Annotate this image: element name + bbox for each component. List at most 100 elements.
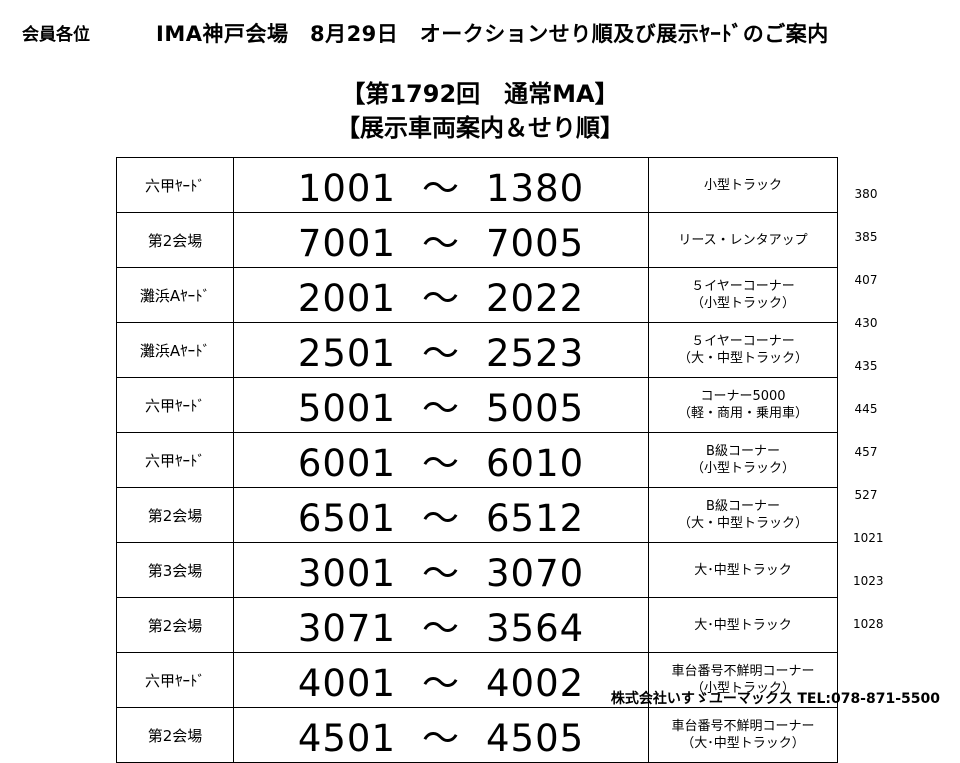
page-title: IMA神戸会場 8月29日 オークションせり順及び展示ﾔｰﾄﾞのご案内: [156, 22, 829, 46]
lot-start: 1001: [297, 167, 396, 210]
schedule-row: 六甲ﾔｰﾄﾞ 4001 ～ 4002 車台番号不鮮明コーナー （小型トラック）: [116, 652, 838, 708]
lot-start: 3001: [297, 552, 396, 595]
cumulative-count: 1023: [853, 574, 884, 588]
category-cell: 大･中型トラック: [648, 542, 838, 598]
lot-start: 4501: [297, 717, 396, 760]
category-line: 大･中型トラック: [694, 617, 792, 633]
category-line: （小型トラック）: [690, 461, 795, 476]
cumulative-count: 380: [854, 187, 878, 201]
category-line: B級コーナー: [706, 444, 780, 459]
category-line: 車台番号不鮮明コーナー: [671, 664, 815, 679]
venue-cell: 第2会場: [116, 212, 234, 268]
schedule-row: 灘浜Aﾔｰﾄﾞ 2501 ～ 2523 ５イヤーコーナー （大・中型トラック）: [116, 322, 838, 378]
schedule-row: 第2会場 4501 ～ 4505 車台番号不鮮明コーナー （大･中型トラック）: [116, 707, 838, 763]
lot-end: 6512: [486, 497, 585, 540]
category-cell: 大･中型トラック: [648, 597, 838, 653]
range-separator: ～: [422, 717, 460, 760]
lot-end: 4505: [486, 717, 585, 760]
category-line: 小型トラック: [703, 177, 782, 193]
auction-schedule-table: 六甲ﾔｰﾄﾞ 1001 ～ 1380 小型トラック 第2会場 7001 ～ 7005 リース・レン…: [116, 157, 838, 763]
addressee-label: 会員各位: [22, 25, 90, 45]
schedule-row: 六甲ﾔｰﾄﾞ 6001 ～ 6010 B級コーナー （小型トラック）: [116, 432, 838, 488]
category-cell: B級コーナー （大・中型トラック）: [648, 487, 838, 543]
lot-range-cell: 2001 ～ 2022: [233, 267, 649, 323]
schedule-row: 第2会場 3071 ～ 3564 大･中型トラック: [116, 597, 838, 653]
range-separator: ～: [422, 607, 460, 650]
category-line: （大･中型トラック）: [681, 736, 805, 751]
venue-cell: 灘浜Aﾔｰﾄﾞ: [116, 322, 234, 378]
range-separator: ～: [422, 442, 460, 485]
venue-cell: 第2会場: [116, 707, 234, 763]
venue-cell: 六甲ﾔｰﾄﾞ: [116, 157, 234, 213]
category-line: （小型トラック）: [690, 681, 795, 696]
range-separator: ～: [422, 332, 460, 375]
category-line: ５イヤーコーナー: [691, 279, 795, 294]
lot-range-cell: 4001 ～ 4002: [233, 652, 649, 708]
session-title: 【第1792回 通常MA】: [341, 80, 619, 108]
category-cell: 車台番号不鮮明コーナー （大･中型トラック）: [648, 707, 838, 763]
range-separator: ～: [422, 387, 460, 430]
cumulative-count: 1028: [853, 617, 884, 631]
cumulative-count: 407: [854, 273, 878, 287]
cumulative-count: 430: [854, 316, 878, 330]
schedule-row: 第3会場 3001 ～ 3070 大･中型トラック: [116, 542, 838, 598]
category-cell: ５イヤーコーナー （小型トラック）: [648, 267, 838, 323]
category-line: （軽・商用・乗用車）: [677, 406, 808, 421]
venue-cell: 第2会場: [116, 487, 234, 543]
lot-start: 2001: [297, 277, 396, 320]
cumulative-count: 385: [854, 230, 878, 244]
lot-range-cell: 4501 ～ 4505: [233, 707, 649, 763]
cumulative-count: 457: [854, 445, 878, 459]
range-separator: ～: [422, 277, 460, 320]
company-phone: TEL:078-871-5500: [797, 691, 940, 707]
lot-end: 2022: [486, 277, 585, 320]
category-line: 大･中型トラック: [694, 562, 792, 578]
lot-end: 4002: [486, 662, 585, 705]
lot-end: 6010: [486, 442, 585, 485]
lot-start: 5001: [297, 387, 396, 430]
venue-cell: 第2会場: [116, 597, 234, 653]
lot-range-cell: 3071 ～ 3564: [233, 597, 649, 653]
lot-range-cell: 1001 ～ 1380: [233, 157, 649, 213]
company-footer: 株式会社いすゞユーマックス TEL:078-871-5500: [611, 688, 940, 708]
lot-end: 7005: [486, 222, 585, 265]
lot-end: 5005: [486, 387, 585, 430]
lot-end: 2523: [486, 332, 585, 375]
lot-start: 4001: [297, 662, 396, 705]
section-title: 【展示車両案内＆せり順】: [336, 114, 624, 142]
category-line: ５イヤーコーナー: [691, 334, 795, 349]
category-cell: B級コーナー （小型トラック）: [648, 432, 838, 488]
category-line: リース・レンタアップ: [678, 232, 808, 248]
lot-range-cell: 3001 ～ 3070: [233, 542, 649, 598]
company-name: 株式会社いすゞユーマックス: [610, 691, 793, 707]
venue-cell: 灘浜Aﾔｰﾄﾞ: [116, 267, 234, 323]
lot-range-cell: 7001 ～ 7005: [233, 212, 649, 268]
schedule-row: 第2会場 7001 ～ 7005 リース・レンタアップ: [116, 212, 838, 268]
category-line: 車台番号不鮮明コーナー: [671, 719, 815, 734]
range-separator: ～: [422, 497, 460, 540]
category-cell: コーナー5000 （軽・商用・乗用車）: [648, 377, 838, 433]
category-line: コーナー5000: [700, 389, 786, 404]
schedule-row: 灘浜Aﾔｰﾄﾞ 2001 ～ 2022 ５イヤーコーナー （小型トラック）: [116, 267, 838, 323]
lot-end: 3564: [486, 607, 585, 650]
lot-end: 1380: [486, 167, 585, 210]
venue-cell: 六甲ﾔｰﾄﾞ: [116, 377, 234, 433]
category-line: B級コーナー: [706, 499, 780, 514]
category-line: （大・中型トラック）: [677, 351, 808, 366]
lot-start: 7001: [297, 222, 396, 265]
cumulative-count: 435: [854, 359, 878, 373]
lot-range-cell: 6501 ～ 6512: [233, 487, 649, 543]
category-line: （大・中型トラック）: [677, 516, 808, 531]
lot-range-cell: 5001 ～ 5005: [233, 377, 649, 433]
range-separator: ～: [422, 167, 460, 210]
category-line: （小型トラック）: [690, 296, 795, 311]
lot-start: 3071: [297, 607, 396, 650]
lot-start: 2501: [297, 332, 396, 375]
range-separator: ～: [422, 552, 460, 595]
cumulative-count: 1021: [853, 531, 884, 545]
lot-start: 6001: [297, 442, 396, 485]
cumulative-count: 445: [854, 402, 878, 416]
schedule-row: 第2会場 6501 ～ 6512 B級コーナー （大・中型トラック）: [116, 487, 838, 543]
category-cell: リース・レンタアップ: [648, 212, 838, 268]
cumulative-count: 527: [854, 488, 878, 502]
